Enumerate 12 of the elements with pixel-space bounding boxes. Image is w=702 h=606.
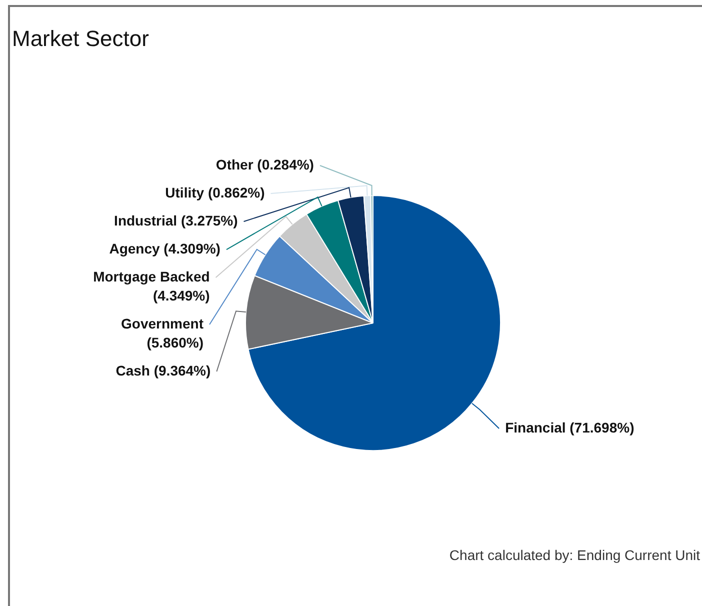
data-label: (5.860%) bbox=[146, 334, 204, 350]
text: Chart calculated by: Ending Current Unit bbox=[449, 547, 700, 563]
slice-label: Utility (0.862%) bbox=[165, 184, 265, 200]
data-label: (4.349%) bbox=[152, 287, 210, 304]
slice-label: Cash (9.364%) bbox=[116, 362, 211, 378]
slice-label: Industrial (3.275%) bbox=[114, 212, 238, 228]
slice-label: Mortgage Backed bbox=[93, 268, 210, 284]
chart-title: Market Sector bbox=[12, 26, 149, 52]
slice-label: Other (0.284%) bbox=[216, 156, 314, 172]
slice-label: Government bbox=[121, 315, 204, 332]
slice-label: Agency (4.309%) bbox=[109, 240, 220, 256]
slice-label: Financial (71.698%) bbox=[505, 419, 634, 436]
